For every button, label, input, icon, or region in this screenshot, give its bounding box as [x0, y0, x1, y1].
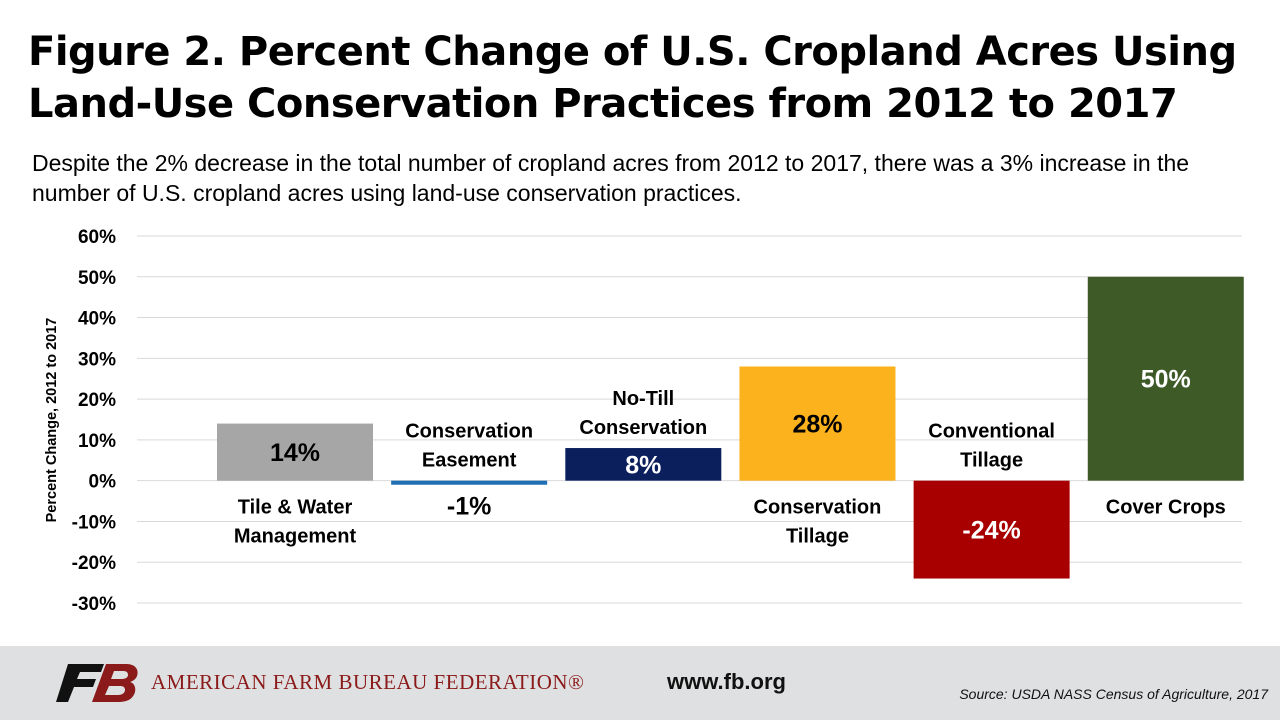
category-label-line: No-Till	[612, 388, 674, 410]
bar	[913, 480, 1070, 579]
data-label: 50%	[1141, 366, 1191, 394]
bar	[1087, 276, 1244, 481]
category-label-line: Tillage	[960, 450, 1023, 472]
category-label-line: Conservation	[405, 421, 533, 443]
category-label-line: Cover Crops	[1106, 497, 1226, 519]
category-label: Conservation Easement	[405, 421, 533, 472]
data-label: -1%	[447, 493, 491, 521]
category-label: No-Till Conservation	[579, 388, 707, 439]
chart-subtitle: Despite the 2% decrease in the total num…	[32, 150, 1190, 206]
chart-title: Figure 2. Percent Change of U.S. Croplan…	[28, 29, 1237, 127]
bar	[391, 480, 548, 485]
bar	[739, 366, 896, 481]
category-label: Cover Crops	[1106, 497, 1226, 519]
category-label-line: Tillage	[786, 526, 849, 548]
y-tick-label: -20%	[72, 553, 116, 574]
fb-logo-icon	[56, 664, 138, 702]
category-label-line: Conventional	[928, 421, 1055, 443]
data-label: 28%	[792, 411, 842, 439]
category-label-line: Conservation	[754, 497, 882, 519]
category-label-line: Tile & Water	[238, 497, 353, 519]
data-label: -24%	[962, 517, 1020, 545]
y-tick-label: 20%	[78, 390, 116, 411]
website-link[interactable]: www.fb.org	[667, 669, 786, 694]
y-tick-label: -30%	[72, 594, 116, 615]
y-tick-label: 0%	[89, 472, 117, 493]
category-label: Tile & Water Management	[234, 497, 357, 548]
category-label: Conservation Tillage	[754, 497, 882, 548]
category-label-line: Easement	[422, 450, 517, 472]
category-label: Conventional Tillage	[928, 421, 1055, 472]
bar	[565, 448, 722, 481]
y-tick-label: -10%	[72, 512, 116, 533]
source-note: Source: USDA NASS Census of Agriculture,…	[959, 686, 1268, 702]
y-tick-label: 50%	[78, 268, 116, 289]
org-name: AMERICAN FARM BUREAU FEDERATION®	[151, 670, 585, 694]
data-label: 14%	[270, 439, 320, 467]
y-tick-label: 40%	[78, 309, 116, 330]
footer: AMERICAN FARM BUREAU FEDERATION® www.fb.…	[0, 646, 1280, 720]
category-label-line: Management	[234, 526, 357, 548]
y-tick-label: 60%	[78, 227, 116, 248]
bar-chart: Percent Change, 2012 to 2017 60% 50% 40% 30…	[44, 227, 1244, 615]
data-label: 8%	[625, 451, 661, 479]
y-tick-label: 30%	[78, 349, 116, 370]
category-label-line: Conservation	[579, 417, 707, 439]
y-axis-label: Percent Change, 2012 to 2017	[44, 318, 60, 523]
y-tick-label: 10%	[78, 431, 116, 452]
bar	[217, 423, 373, 481]
